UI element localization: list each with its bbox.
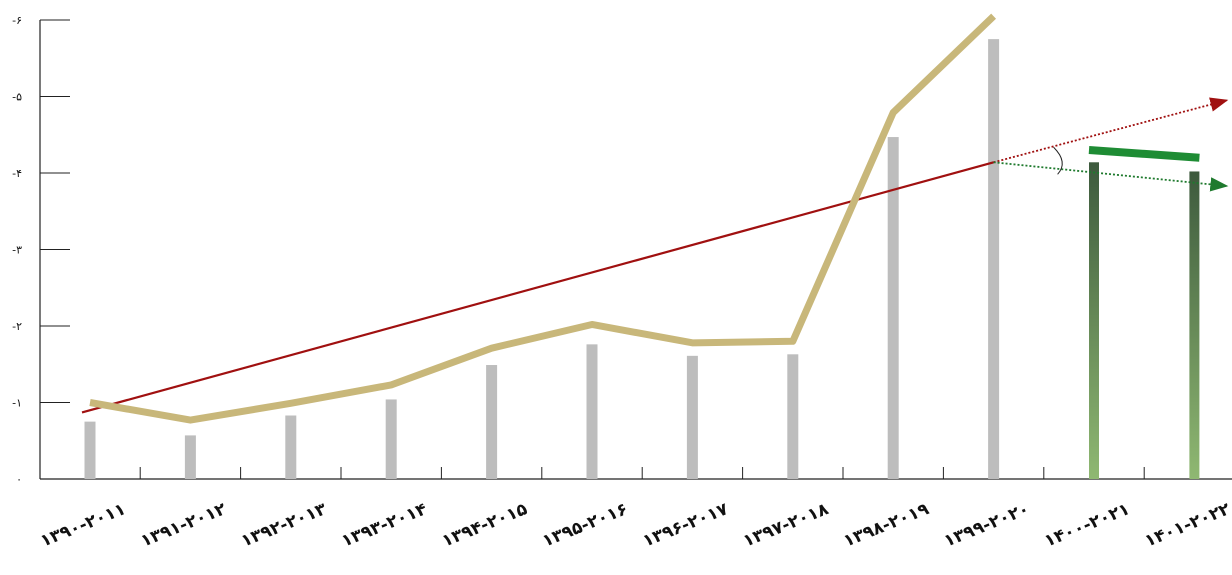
series-line <box>89 13 997 424</box>
y-tick-label: -۲ <box>12 320 22 333</box>
bar <box>988 39 1000 479</box>
y-tick-label: -۱ <box>12 397 22 410</box>
bar <box>586 344 598 479</box>
highlight-segment <box>1088 146 1200 162</box>
bar <box>686 355 698 479</box>
bar <box>84 421 96 479</box>
y-tick-label: -۴ <box>12 167 22 180</box>
x-tick-label: ۱۳۹۸-۲۰۱۹ <box>841 499 933 552</box>
y-tick-label: -۵ <box>12 91 22 104</box>
y-tick-label: -۳ <box>12 244 22 257</box>
x-tick-label: ۱۴۰۰-۲۰۲۱ <box>1042 499 1133 551</box>
bar <box>887 137 899 480</box>
x-tick-label: ۱۳۹۷-۲۰۱۸ <box>740 499 832 552</box>
x-tick-label: ۱۳۹۱-۲۰۱۲ <box>138 499 230 552</box>
y-tick-label: -۶ <box>12 14 22 27</box>
axes <box>39 19 1232 480</box>
bars <box>84 39 1200 480</box>
x-tick-label: ۱۳۹۴-۲۰۱۵ <box>439 499 530 551</box>
x-tick-label: ۱۴۰۱-۲۰۲۲ <box>1142 499 1232 552</box>
y-tick-label: ۰ <box>16 473 22 486</box>
x-tick-label: ۱۳۹۵-۲۰۱۶ <box>540 499 631 551</box>
x-tick-label: ۱۳۹۳-۲۰۱۴ <box>339 499 430 551</box>
trend-line <box>81 161 994 414</box>
lines <box>81 13 1229 424</box>
x-tick-label: ۱۳۹۰-۲۰۱۱ <box>38 499 129 551</box>
x-tick-label: ۱۳۹۹-۲۰۲۰ <box>941 499 1032 551</box>
bar <box>184 435 196 479</box>
angle-arc <box>1053 146 1063 175</box>
projection-line <box>993 161 1229 192</box>
bar <box>1089 162 1099 480</box>
bar <box>486 365 498 479</box>
bar <box>787 354 799 479</box>
bar <box>285 415 297 479</box>
projection-line <box>993 97 1229 164</box>
x-tick-label: ۱۳۹۶-۲۰۱۷ <box>640 499 732 552</box>
x-tick-label: ۱۳۹۲-۲۰۱۳ <box>238 499 330 552</box>
bar <box>1189 171 1200 479</box>
bar <box>385 399 397 479</box>
